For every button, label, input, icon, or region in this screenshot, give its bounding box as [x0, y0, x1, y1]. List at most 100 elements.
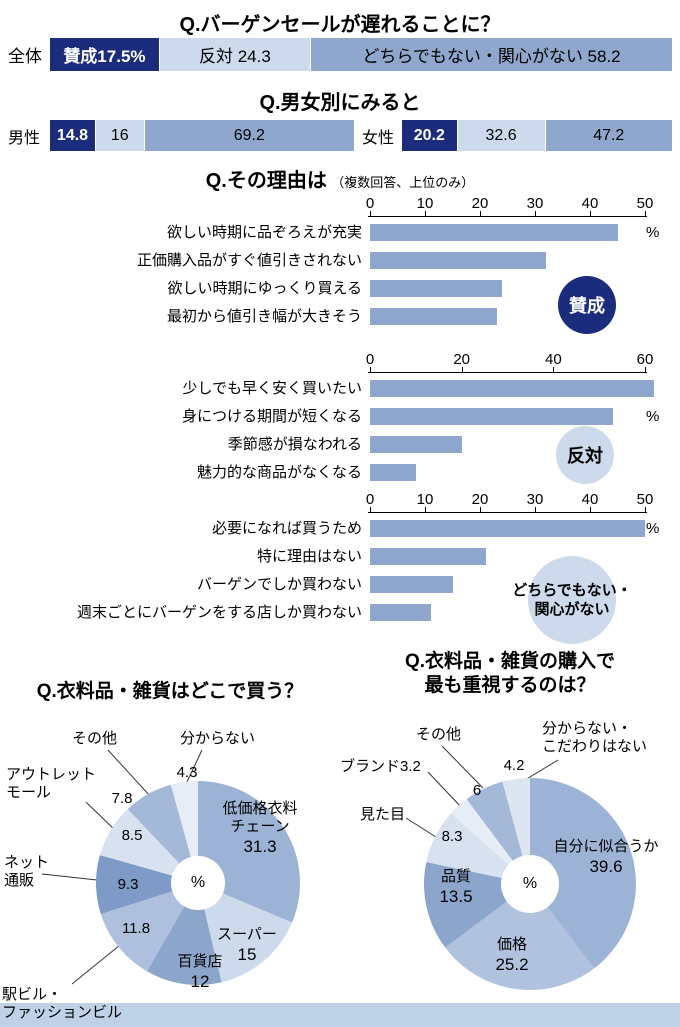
pie-label-department-store: 百貨店 12	[168, 953, 232, 991]
bar-category-label: 週末ごとにバーゲンをする店しか買わない	[76, 604, 362, 621]
axis-tick-mark	[461, 367, 463, 372]
axis-tick-label: 30	[526, 195, 544, 212]
pie-value-brand: 3.2	[400, 758, 421, 775]
axis-tick-label: 60	[636, 351, 654, 368]
axis-line	[368, 372, 647, 373]
pie-label-station-building: 駅ビル・ ファッションビル	[2, 986, 132, 1022]
pie-value-department-store: 12	[190, 972, 210, 991]
bar-category-label: 欲しい時期にゆっくり買える	[167, 280, 362, 297]
pie-label-low-price-chain: 低価格衣料 チェーン 31.3	[216, 800, 304, 856]
stack-segment-oppose: 反対 24.3	[158, 38, 310, 71]
female-stacked-bar: 20.2 32.6 47.2	[402, 120, 672, 151]
pie-value-suits-me: 39.6	[589, 857, 623, 876]
bar-category-label: バーゲンでしか買わない	[196, 576, 362, 593]
pie-label-line: チェーン	[230, 818, 290, 835]
axis-tick-label: 0	[365, 351, 375, 368]
pie-value-outlet-mall: 8.5	[121, 827, 143, 844]
oppose-badge: 反対	[556, 426, 614, 484]
pie-label-outlet-mall: アウトレット モール	[6, 766, 100, 802]
male-stacked-bar: 14.8 16 69.2	[50, 120, 354, 151]
bar	[370, 308, 497, 325]
axis-tick-label: 40	[581, 491, 599, 508]
pie-left-center: %	[171, 856, 225, 910]
axis-tick-label: 20	[453, 351, 470, 368]
axis-tick-label: 20	[471, 195, 489, 212]
pie-label-line: アウトレット	[6, 766, 97, 783]
bar-category-label: 正価購入品がすぐ値引きされない	[136, 252, 362, 269]
percent-symbol: %	[190, 874, 206, 891]
pie-label-line: 百貨店	[177, 953, 223, 970]
reason-title: Q.その理由は	[205, 170, 327, 192]
pie-label-line: 価格	[496, 936, 527, 953]
pie-label-line: ブランド	[340, 758, 401, 775]
bar-category-label: 特に理由はない	[256, 548, 362, 565]
pie-label-line: 自分に似合うか	[553, 838, 659, 855]
percent-symbol: %	[522, 875, 538, 892]
main-question-title: Q.バーゲンセールが遅れることに？	[179, 14, 501, 36]
axis-tick-mark	[370, 507, 371, 512]
stack-segment-agree: 賛成17.5%	[50, 38, 159, 71]
pie-label-line: 低価格衣料	[222, 800, 298, 817]
bottom-band	[0, 1003, 680, 1027]
pie-label-line: ネット	[4, 854, 50, 871]
stack-segment-agree: 14.8	[50, 120, 95, 151]
axis-tick-mark	[590, 211, 591, 216]
pie-value-other: 7.8	[111, 790, 133, 807]
axis-tick-label: 50	[636, 491, 654, 508]
pie-value-quality: 13.5	[439, 887, 473, 906]
pie-value-low-price-chain: 31.3	[243, 837, 277, 856]
leader-line	[71, 940, 126, 985]
pie-label-line: 駅ビル・	[2, 986, 63, 1003]
pie-label-other2: その他	[416, 726, 462, 743]
axis-tick-mark	[480, 507, 481, 512]
bar-category-label: 少しでも早く安く買いたい	[182, 380, 362, 397]
axis-tick-label: 30	[526, 491, 544, 508]
pie-label-line: スーパー	[217, 926, 277, 943]
stack-segment-oppose: 16	[94, 120, 144, 151]
leader-line	[427, 771, 462, 808]
axis-tick-mark	[535, 211, 536, 216]
bar	[370, 548, 486, 565]
axis-tick-mark	[645, 367, 646, 372]
pie-label-line: モール	[6, 784, 52, 801]
bar	[370, 520, 645, 537]
axis-line	[368, 216, 647, 217]
bar	[370, 280, 502, 297]
bar	[370, 576, 453, 593]
axis-tick-label: 20	[471, 491, 489, 508]
pie-right-center: %	[501, 855, 559, 913]
axis-unit-label: %	[646, 520, 660, 537]
stack-segment-neither: 69.2	[143, 120, 354, 151]
pie-value-supermarket: 15	[237, 945, 257, 964]
bar-chart-neither-reasons: 0 10 20 30 40 50 必要になれば買うため 特に理由はない バーゲンでしか買わない週…	[0, 492, 680, 632]
agree-badge: 賛成	[558, 276, 616, 334]
bar-category-label: 身につける期間が短くなる	[181, 408, 362, 425]
pie-label-dont-know: 分からない	[180, 730, 256, 747]
pie-value-no-preference: 4.2	[503, 757, 525, 774]
reason-title-note: （複数回答、上位のみ）	[331, 175, 475, 190]
axis-unit-label: %	[646, 224, 660, 241]
pie-label-line: ファッションビル	[2, 1004, 123, 1021]
female-row-label: 女性	[361, 129, 394, 147]
axis-tick-mark	[425, 211, 426, 216]
pie-label-other: その他	[72, 730, 118, 747]
pie-section-purchase-priority: Q.衣料品・雑貨の購入で 最も重視するのは？ % その他 6 ブランド3.2 見…	[340, 640, 680, 1027]
axis-tick-label: 10	[416, 491, 434, 508]
axis-tick-label: 0	[365, 195, 375, 212]
axis-tick-mark	[370, 367, 371, 372]
bar	[370, 604, 431, 621]
pie-title-line: Q.衣料品・雑貨の購入で	[404, 651, 616, 672]
axis-tick-label: 0	[365, 491, 375, 508]
pie-value-looks: 8.3	[441, 828, 463, 845]
pie-label-looks: 見た目	[360, 806, 406, 823]
pie-left-title: Q.衣料品・雑貨はどこで買う？	[36, 681, 304, 702]
axis-tick-label: 10	[416, 195, 434, 212]
pie-label-online-mail-order: ネット 通販	[4, 854, 52, 890]
pie-label-brand: ブランド3.2	[340, 758, 421, 776]
pie-label-line: こだわりはない	[542, 738, 648, 755]
bar-category-label: 魅力的な商品がなくなる	[196, 464, 362, 481]
bar	[370, 436, 462, 453]
pie-label-line: 品質	[440, 868, 471, 885]
axis-tick-mark	[370, 211, 371, 216]
